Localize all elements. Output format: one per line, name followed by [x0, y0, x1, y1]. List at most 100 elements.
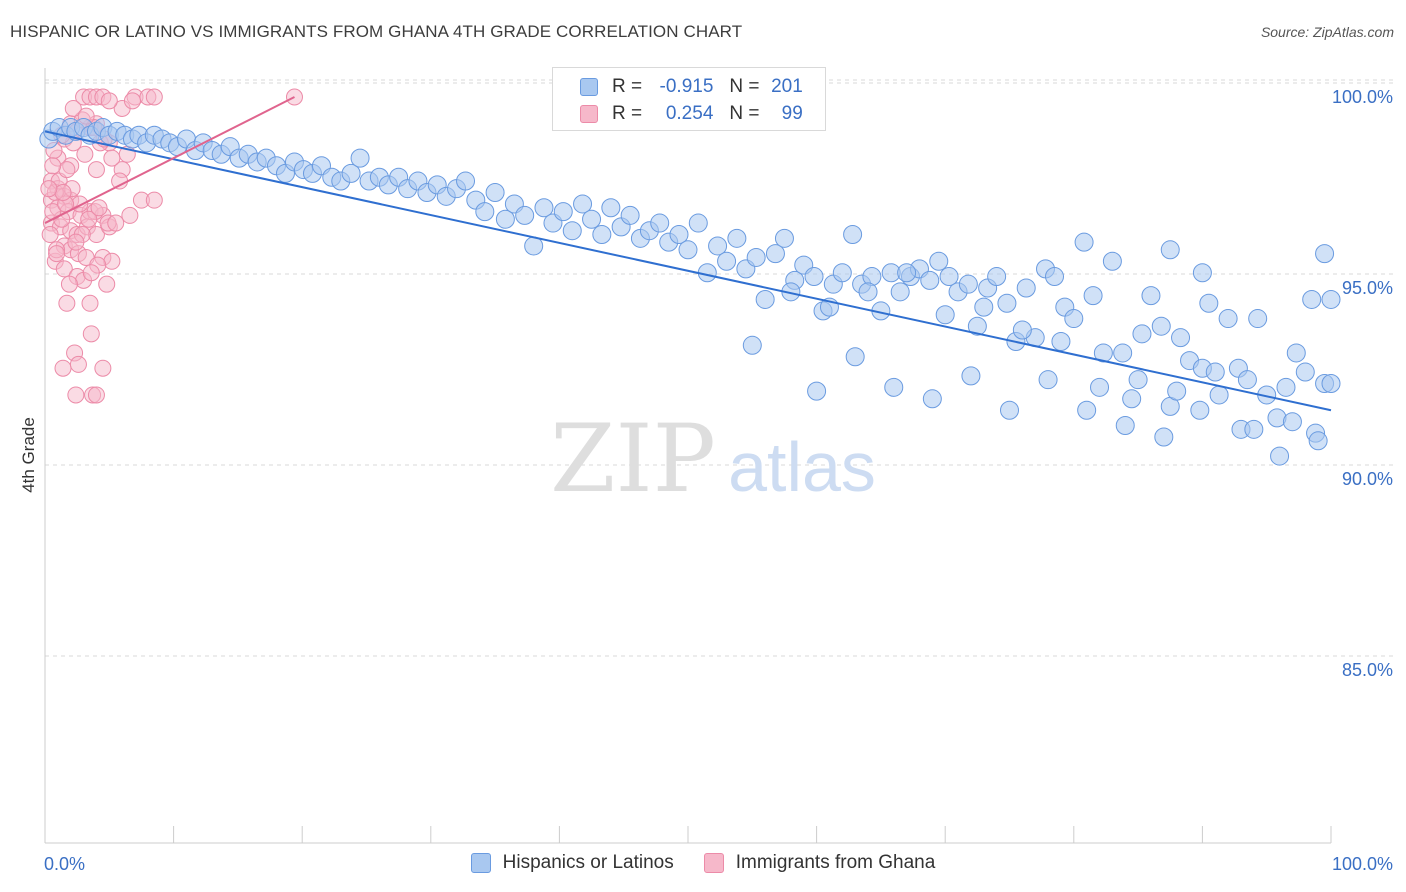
- legend-n-value: 201: [771, 76, 803, 97]
- data-point-hispanic: [582, 209, 602, 229]
- data-point-ghana: [40, 180, 58, 198]
- y-axis-label: 4th Grade: [19, 417, 38, 493]
- tick-labels: 85.0% 90.0% 95.0% 100.0% 0.0% 100.0%: [44, 87, 1393, 874]
- data-point-ghana: [44, 157, 62, 175]
- legend-n-value: 99: [776, 103, 803, 124]
- data-point-hispanic: [475, 202, 495, 222]
- legend-r-value: 0.254: [660, 103, 714, 124]
- data-point-hispanic: [922, 389, 942, 409]
- legend-r-label: R =: [612, 103, 643, 124]
- data-point-ghana: [82, 325, 100, 343]
- data-point-hispanic: [1237, 370, 1257, 390]
- data-point-hispanic: [1321, 289, 1341, 309]
- data-point-ghana: [107, 214, 125, 232]
- data-point-hispanic: [1012, 320, 1032, 340]
- legend-swatch-pink: [580, 105, 598, 123]
- data-point-hispanic: [974, 297, 994, 317]
- data-point-hispanic: [987, 267, 1007, 287]
- series-ghana-points: [40, 88, 303, 404]
- legend-r-label: R =: [612, 76, 643, 97]
- data-point-hispanic: [1122, 389, 1142, 409]
- data-point-hispanic: [997, 293, 1017, 313]
- data-point-ghana: [81, 294, 99, 312]
- data-point-hispanic: [746, 247, 766, 267]
- watermark-zip: ZIP: [550, 405, 716, 514]
- data-point-ghana: [98, 275, 116, 293]
- data-point-hispanic: [1171, 328, 1191, 348]
- data-point-hispanic: [1038, 370, 1058, 390]
- data-point-ghana: [58, 294, 76, 312]
- stats-legend: R = -0.915 N = 201 R = 0.254 N = 99: [552, 67, 826, 131]
- data-point-ghana: [58, 161, 76, 179]
- data-point-hispanic: [804, 267, 824, 287]
- data-point-hispanic: [843, 225, 863, 245]
- data-point-hispanic: [1141, 286, 1161, 306]
- data-point-ghana: [145, 191, 163, 209]
- data-point-hispanic: [534, 198, 554, 218]
- data-point-hispanic: [1064, 309, 1084, 329]
- y-tick-label: 100.0%: [1332, 87, 1393, 107]
- data-point-hispanic: [592, 225, 612, 245]
- trend-lines: [44, 96, 1332, 412]
- data-point-ghana: [55, 260, 73, 278]
- legend-row-hispanic: R = -0.915 N = 201: [553, 74, 803, 100]
- data-point-ghana: [103, 252, 121, 270]
- data-point-hispanic: [1115, 416, 1135, 436]
- data-point-hispanic: [1199, 293, 1219, 313]
- data-point-hispanic: [832, 263, 852, 283]
- data-point-hispanic: [1113, 343, 1133, 363]
- data-point-hispanic: [485, 183, 505, 202]
- data-point-ghana: [71, 195, 89, 213]
- legend-swatch-blue: [580, 78, 598, 96]
- source-note: Source: ZipAtlas.com: [1260, 24, 1394, 40]
- data-point-hispanic: [1102, 251, 1122, 271]
- data-point-hispanic: [897, 263, 917, 283]
- data-point-hispanic: [1244, 419, 1264, 439]
- data-point-hispanic: [562, 221, 582, 241]
- data-point-hispanic: [1154, 427, 1174, 447]
- data-point-hispanic: [515, 205, 535, 225]
- data-point-ghana: [69, 355, 87, 373]
- data-point-ghana: [60, 275, 78, 293]
- data-point-ghana: [87, 161, 105, 179]
- watermark-atlas: atlas: [728, 428, 876, 506]
- data-point-hispanic: [1321, 374, 1341, 393]
- data-point-hispanic: [1016, 278, 1036, 298]
- data-point-hispanic: [1128, 370, 1148, 390]
- data-point-hispanic: [755, 289, 775, 309]
- trend-line-hispanic: [44, 130, 1332, 412]
- data-point-hispanic: [1302, 289, 1322, 309]
- data-point-hispanic: [708, 236, 728, 256]
- data-point-ghana: [64, 99, 82, 117]
- data-point-hispanic: [495, 209, 515, 229]
- legend-swatch-blue: [470, 853, 491, 873]
- y-tick-label: 85.0%: [1342, 660, 1393, 680]
- data-point-ghana: [103, 149, 121, 167]
- legend-item-hispanic[interactable]: Hispanics or Latinos: [470, 852, 674, 874]
- data-point-ghana: [111, 172, 129, 190]
- data-point-hispanic: [1160, 240, 1180, 260]
- data-point-hispanic: [678, 240, 698, 260]
- data-point-hispanic: [1295, 362, 1315, 382]
- y-tick-label: 95.0%: [1342, 278, 1393, 298]
- data-point-hispanic: [1218, 309, 1238, 329]
- data-point-hispanic: [958, 274, 978, 294]
- data-point-hispanic: [1276, 377, 1296, 397]
- legend-item-ghana[interactable]: Immigrants from Ghana: [703, 852, 936, 874]
- data-point-hispanic: [884, 377, 904, 397]
- data-point-hispanic: [1248, 309, 1268, 329]
- data-point-hispanic: [456, 171, 476, 191]
- data-point-hispanic: [341, 163, 361, 183]
- data-point-hispanic: [688, 213, 708, 233]
- legend-label-ghana: Immigrants from Ghana: [735, 852, 936, 873]
- series-legend: Hispanics or Latinos Immigrants from Gha…: [0, 852, 1406, 874]
- chart-title: HISPANIC OR LATINO VS IMMIGRANTS FROM GH…: [10, 22, 743, 41]
- data-point-hispanic: [1132, 324, 1152, 344]
- data-point-hispanic: [935, 305, 955, 325]
- data-point-hispanic: [573, 194, 593, 214]
- data-point-hispanic: [601, 198, 621, 218]
- legend-r-value: -0.915: [659, 76, 714, 97]
- data-point-hispanic: [1315, 244, 1335, 264]
- y-tick-label: 90.0%: [1342, 469, 1393, 489]
- data-point-ghana: [94, 359, 112, 377]
